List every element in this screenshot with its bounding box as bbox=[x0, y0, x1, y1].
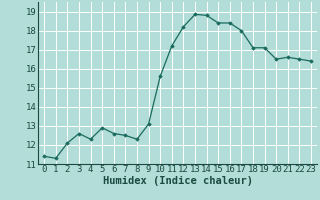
X-axis label: Humidex (Indice chaleur): Humidex (Indice chaleur) bbox=[103, 176, 252, 186]
